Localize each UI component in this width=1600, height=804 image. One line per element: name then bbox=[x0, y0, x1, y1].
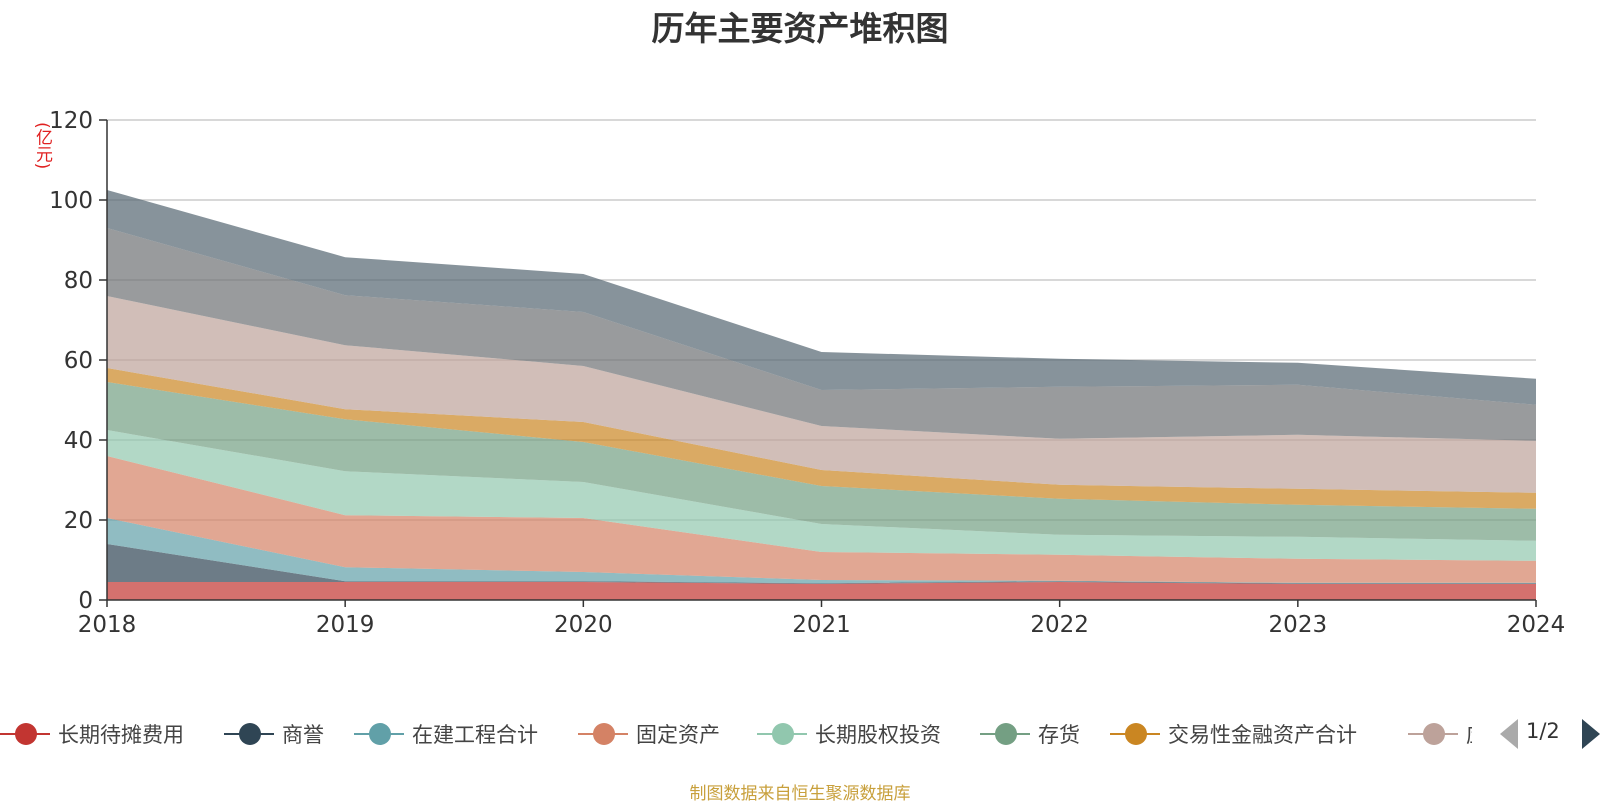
legend-item-label: 固定资产 bbox=[636, 723, 720, 747]
y-axis-unit-label: (亿元) bbox=[32, 122, 52, 170]
area-series-系列9[interactable] bbox=[107, 228, 1536, 441]
area-series-固定资产[interactable] bbox=[107, 456, 1536, 583]
legend-overflow-mask bbox=[1472, 714, 1600, 754]
chart-title: 历年主要资产堆积图 bbox=[651, 9, 949, 48]
legend-marker-icon bbox=[354, 714, 404, 754]
y-tick-label: 120 bbox=[49, 108, 93, 134]
legend-page-indicator: 1/2 bbox=[1526, 719, 1560, 743]
legend-item[interactable]: 商誉 bbox=[224, 714, 324, 754]
source-note: 制图数据来自恒生聚源数据库 bbox=[689, 784, 911, 804]
legend-marker-icon bbox=[980, 714, 1030, 754]
y-tick-label: 20 bbox=[64, 508, 93, 534]
legend-item-label: 交易性金融资产合计 bbox=[1168, 723, 1357, 747]
x-tick-label: 2019 bbox=[316, 612, 375, 638]
legend-marker-icon bbox=[0, 714, 50, 754]
y-tick-label: 60 bbox=[64, 348, 93, 374]
legend-item[interactable]: 交易性金融资产合计 bbox=[1110, 714, 1357, 754]
area-series-存货[interactable] bbox=[107, 382, 1536, 541]
y-tick-label: 80 bbox=[64, 268, 93, 294]
area-series-系列10[interactable] bbox=[107, 190, 1536, 405]
legend-item[interactable]: 固定资产 bbox=[578, 714, 720, 754]
area-series-长期待摊费用[interactable] bbox=[107, 582, 1536, 600]
legend-item[interactable]: 在建工程合计 bbox=[354, 714, 538, 754]
y-tick-label: 40 bbox=[64, 428, 93, 454]
x-tick-label: 2022 bbox=[1030, 612, 1089, 638]
legend-item-label: 商誉 bbox=[282, 723, 324, 747]
legend-next-page-icon[interactable] bbox=[1582, 719, 1600, 749]
x-tick-label: 2018 bbox=[78, 612, 137, 638]
area-series-长期股权投资[interactable] bbox=[107, 430, 1536, 561]
x-tick-label: 2024 bbox=[1507, 612, 1566, 638]
legend: 长期待摊费用商誉在建工程合计固定资产长期股权投资存货交易性金融资产合计应收账款 bbox=[0, 714, 1600, 754]
legend-marker-icon bbox=[757, 714, 807, 754]
x-tick-label: 2020 bbox=[554, 612, 613, 638]
area-series-应收账款[interactable] bbox=[107, 296, 1536, 493]
axes: 0 20 40 60 80 100 120 2018 2019 2020 2021 2022 2023 2… bbox=[49, 108, 1565, 638]
legend-item-label: 存货 bbox=[1038, 723, 1080, 747]
legend-marker-icon bbox=[1408, 714, 1458, 754]
legend-prev-page-icon[interactable] bbox=[1500, 719, 1518, 749]
x-tick-label: 2023 bbox=[1269, 612, 1328, 638]
y-tick-label: 100 bbox=[49, 188, 93, 214]
stacked-area-chart: 0 20 40 60 80 100 120 2018 2019 2020 2021 2022 2023 2… bbox=[49, 108, 1565, 638]
legend-item[interactable]: 长期待摊费用 bbox=[0, 714, 184, 754]
legend-item-label: 在建工程合计 bbox=[412, 723, 538, 747]
x-tick-label: 2021 bbox=[792, 612, 851, 638]
legend-item[interactable]: 存货 bbox=[980, 714, 1080, 754]
legend-marker-icon bbox=[1110, 714, 1160, 754]
area-series-商誉[interactable] bbox=[107, 544, 1536, 584]
legend-marker-icon bbox=[224, 714, 274, 754]
area-series-交易性金融资产合计[interactable] bbox=[107, 368, 1536, 509]
legend-marker-icon bbox=[578, 714, 628, 754]
y-tick-label: 0 bbox=[78, 588, 93, 614]
legend-item-label: 长期待摊费用 bbox=[58, 723, 184, 747]
legend-item[interactable]: 长期股权投资 bbox=[757, 714, 941, 754]
legend-item-label: 长期股权投资 bbox=[815, 723, 941, 747]
area-series bbox=[107, 190, 1536, 600]
